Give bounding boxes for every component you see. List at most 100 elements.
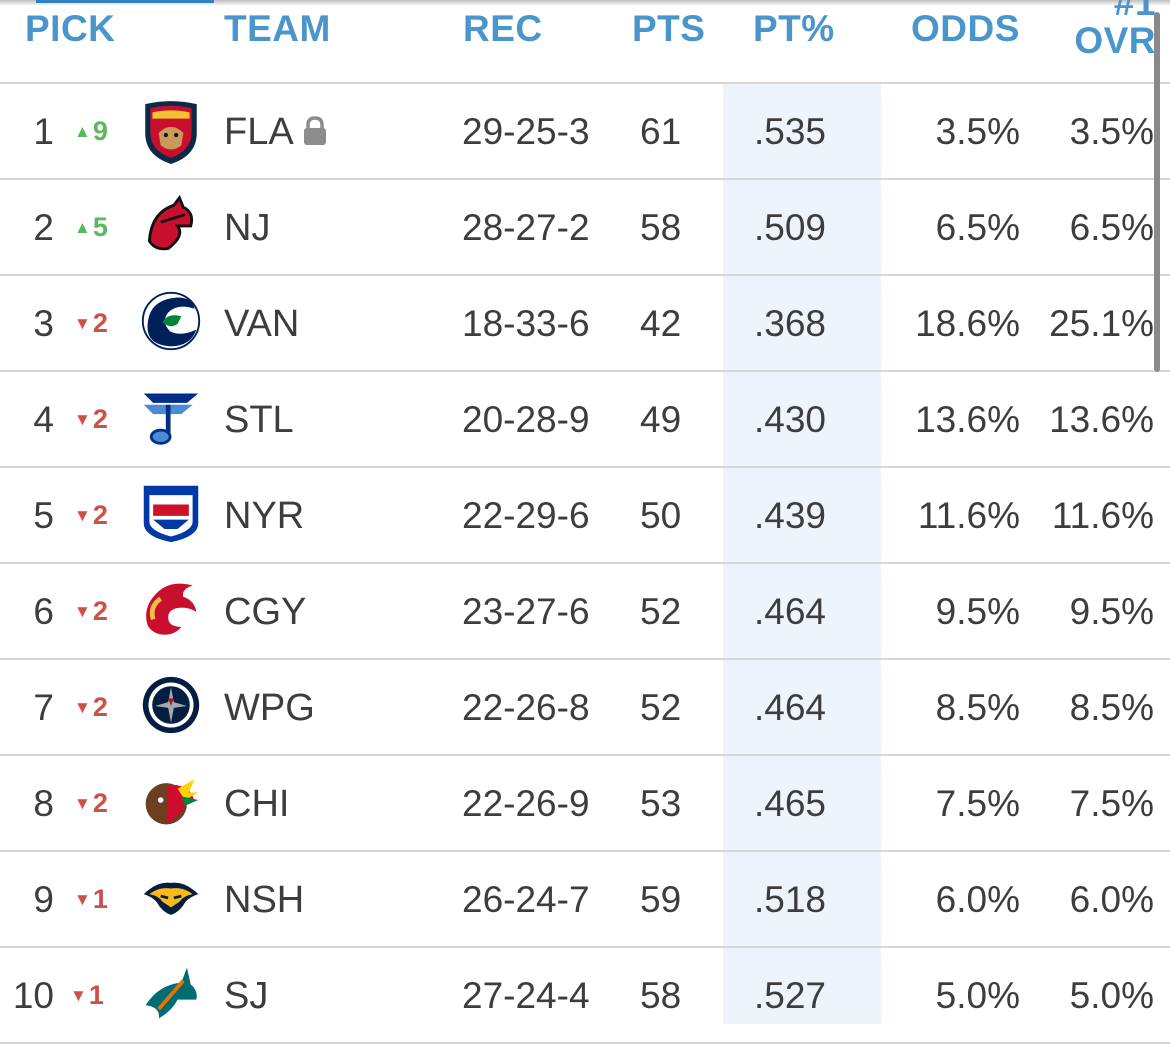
team-record: 26-24-7 xyxy=(462,879,590,920)
header-team[interactable]: TEAM xyxy=(224,8,331,49)
table-row[interactable]: 4 ▼2 STL 20-28-9 49 .430 13.6% 13.6% xyxy=(0,372,1170,468)
lottery-odds: 9.5% xyxy=(935,591,1020,632)
pick-number: 9 xyxy=(33,879,54,920)
canucks-logo xyxy=(140,290,206,356)
top-shadow xyxy=(0,0,1170,6)
lottery-odds: 5.0% xyxy=(935,975,1020,1016)
header-pts[interactable]: PTS xyxy=(632,8,706,49)
team-record: 22-26-9 xyxy=(462,783,590,824)
movement-value: 9 xyxy=(92,116,108,146)
first-overall-odds: 5.0% xyxy=(1069,975,1154,1016)
arrow-up-icon: ▲ xyxy=(74,218,91,237)
header-first-overall-line2: OVR xyxy=(1074,20,1156,61)
table-row[interactable]: 6 ▼2 CGY 23-27-6 52 .464 9.5% 9.5% xyxy=(0,564,1170,660)
rangers-logo xyxy=(140,482,206,548)
team-cell[interactable]: FLA xyxy=(224,110,328,156)
first-overall-odds: 3.5% xyxy=(1069,111,1154,152)
team-cell[interactable]: WPG xyxy=(224,686,315,730)
table-row[interactable]: 9 ▼1 NSH 26-24-7 59 .518 6.0% 6.0% xyxy=(0,852,1170,948)
pick-movement: ▼1 xyxy=(70,978,104,1013)
team-points: 50 xyxy=(640,495,682,536)
pick-number: 5 xyxy=(33,495,54,536)
first-overall-odds: 6.0% xyxy=(1069,879,1154,920)
arrow-down-icon: ▼ xyxy=(74,698,91,717)
scrollbar[interactable] xyxy=(1154,12,1160,372)
team-abbr: NJ xyxy=(224,207,271,249)
header-pct[interactable]: PT% xyxy=(753,8,835,49)
table-row[interactable]: 3 ▼2 VAN 18-33-6 42 .368 18.6% 25.1% xyxy=(0,276,1170,372)
team-points: 52 xyxy=(640,687,682,728)
lottery-odds: 6.0% xyxy=(935,879,1020,920)
team-cell[interactable]: STL xyxy=(224,398,294,442)
team-points: 59 xyxy=(640,879,682,920)
team-record: 22-29-6 xyxy=(462,495,590,536)
pick-movement: ▼2 xyxy=(74,690,108,725)
team-points: 58 xyxy=(640,207,682,248)
movement-value: 2 xyxy=(92,500,108,530)
team-points: 42 xyxy=(640,303,682,344)
header-rec[interactable]: REC xyxy=(463,8,543,49)
movement-value: 5 xyxy=(92,212,108,242)
team-cell[interactable]: VAN xyxy=(224,302,299,346)
points-percentage: .430 xyxy=(754,399,827,440)
table-row[interactable]: 10 ▼1 SJ 27-24-4 58 .527 5.0% 5.0% xyxy=(0,948,1170,1044)
team-points: 61 xyxy=(640,111,682,152)
header-pick[interactable]: PICK xyxy=(25,8,116,49)
arrow-up-icon: ▲ xyxy=(74,122,91,141)
predators-logo xyxy=(140,866,206,932)
team-cell[interactable]: CGY xyxy=(224,590,306,634)
first-overall-odds: 6.5% xyxy=(1069,207,1154,248)
first-overall-odds: 13.6% xyxy=(1049,399,1154,440)
flames-logo xyxy=(140,578,206,644)
points-percentage: .527 xyxy=(754,975,827,1016)
pick-movement: ▲9 xyxy=(74,114,108,149)
team-record: 27-24-4 xyxy=(462,975,590,1016)
table-row[interactable]: 8 ▼2 CHI 22-26-9 53 .465 7.5% 7.5% xyxy=(0,756,1170,852)
movement-value: 2 xyxy=(92,692,108,722)
pct-column-highlight xyxy=(723,84,881,1024)
pick-number: 4 xyxy=(33,399,54,440)
team-cell[interactable]: SJ xyxy=(224,974,268,1018)
first-overall-odds: 11.6% xyxy=(1051,495,1154,536)
points-percentage: .509 xyxy=(754,207,827,248)
lottery-odds: 6.5% xyxy=(935,207,1020,248)
table-row[interactable]: 7 ▼2 WPG 22-26-8 52 .464 8.5% 8.5% xyxy=(0,660,1170,756)
team-record: 23-27-6 xyxy=(462,591,590,632)
team-abbr: WPG xyxy=(224,687,315,729)
points-percentage: .464 xyxy=(754,591,827,632)
header-odds[interactable]: ODDS xyxy=(911,8,1020,49)
pick-number: 3 xyxy=(33,303,54,344)
team-points: 52 xyxy=(640,591,682,632)
team-points: 49 xyxy=(640,399,682,440)
team-record: 22-26-8 xyxy=(462,687,590,728)
team-cell[interactable]: NSH xyxy=(224,878,304,922)
table-row[interactable]: 2 ▲5 NJ 28-27-2 58 .509 6.5% 6.5% xyxy=(0,180,1170,276)
team-abbr: STL xyxy=(224,399,294,441)
movement-value: 1 xyxy=(92,884,108,914)
arrow-down-icon: ▼ xyxy=(70,986,87,1005)
points-percentage: .464 xyxy=(754,687,827,728)
table-header: PICK TEAM REC PTS PT% ODDS #1 OVR xyxy=(0,0,1170,84)
jets-logo xyxy=(140,674,206,740)
blues-logo xyxy=(140,386,206,452)
table-row[interactable]: 5 ▼2 NYR 22-29-6 50 .439 11.6% 11.6% xyxy=(0,468,1170,564)
team-cell[interactable]: CHI xyxy=(224,782,289,826)
movement-value: 2 xyxy=(92,788,108,818)
team-record: 18-33-6 xyxy=(462,303,590,344)
devils-logo xyxy=(140,194,206,260)
team-record: 20-28-9 xyxy=(462,399,590,440)
first-overall-odds: 7.5% xyxy=(1069,783,1154,824)
pick-movement: ▼2 xyxy=(74,786,108,821)
header-first-overall[interactable]: #1 OVR xyxy=(1074,0,1156,60)
movement-value: 2 xyxy=(92,596,108,626)
team-abbr: NSH xyxy=(224,879,305,921)
arrow-down-icon: ▼ xyxy=(74,890,91,909)
lock-icon xyxy=(302,112,328,156)
team-cell[interactable]: NJ xyxy=(224,206,270,250)
table-row[interactable]: 1 ▲9 FLA 29-25-3 61 .535 3.5% 3.5% xyxy=(0,84,1170,180)
active-tab-indicator xyxy=(36,0,214,3)
first-overall-odds: 25.1% xyxy=(1049,303,1154,344)
team-cell[interactable]: NYR xyxy=(224,494,304,538)
pick-movement: ▲5 xyxy=(74,210,108,245)
panthers-logo xyxy=(140,98,206,164)
